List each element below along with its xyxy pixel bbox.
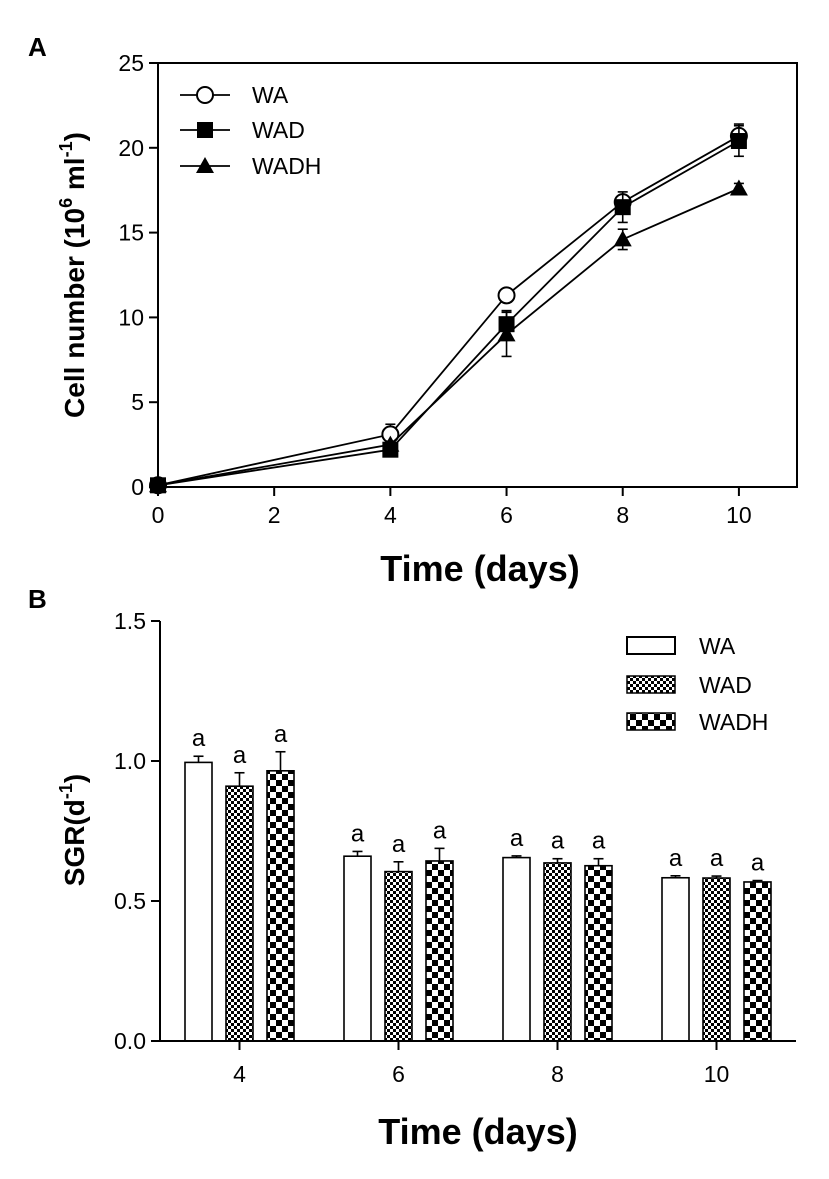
bar-wadh bbox=[266, 769, 295, 1042]
legend-entry-wa: WA bbox=[180, 82, 289, 108]
circle-marker-icon bbox=[196, 86, 214, 104]
y-tick-label: 0 bbox=[131, 474, 144, 500]
x-tick-label: 10 bbox=[704, 1061, 730, 1087]
panel-a-x-axis-title: Time (days) bbox=[380, 548, 579, 589]
significance-label: a bbox=[751, 850, 765, 877]
legend-entry-wadh: WADH bbox=[626, 709, 768, 735]
significance-label: a bbox=[192, 725, 206, 752]
y-tick-label: 15 bbox=[118, 220, 144, 246]
legend-label-wa: WA bbox=[252, 82, 289, 108]
x-tick-label: 0 bbox=[152, 502, 165, 528]
panel-b-x-axis: 4 6 8 10 bbox=[233, 1041, 729, 1087]
bar-wadh bbox=[584, 864, 613, 1042]
x-tick-label: 8 bbox=[616, 502, 629, 528]
legend-entry-wadh: WADH bbox=[180, 153, 321, 179]
x-tick-label: 2 bbox=[268, 502, 281, 528]
data-point bbox=[614, 199, 631, 216]
legend-entry-wa: WA bbox=[626, 633, 736, 659]
bar-wad bbox=[384, 870, 413, 1042]
legend-entry-wad: WAD bbox=[626, 672, 752, 698]
legend-label-wadh: WADH bbox=[699, 709, 768, 735]
panel-b-y-axis-title: SGR(d-1) bbox=[56, 774, 90, 886]
significance-label: a bbox=[274, 721, 288, 748]
x-tick-label: 4 bbox=[384, 502, 397, 528]
significance-label: a bbox=[669, 845, 683, 872]
significance-label: a bbox=[433, 817, 447, 844]
legend-label-wa: WA bbox=[699, 633, 736, 659]
panel-b-x-axis-title: Time (days) bbox=[378, 1111, 577, 1152]
series-line bbox=[157, 135, 740, 487]
triangle-marker-icon bbox=[196, 157, 214, 173]
series-wadh bbox=[149, 179, 748, 493]
y-tick-label: 1.0 bbox=[114, 748, 146, 774]
x-tick-label: 6 bbox=[500, 502, 513, 528]
x-tick-label: 8 bbox=[551, 1061, 564, 1087]
panel-a-x-axis: 0 2 4 6 8 10 bbox=[152, 487, 752, 528]
y-tick-label: 0.5 bbox=[114, 888, 146, 914]
significance-label: a bbox=[233, 742, 247, 769]
panel-a-line-chart: A 0 5 10 15 20 25 0 2 4 6 8 10 Cell number (106 ml… bbox=[28, 32, 798, 589]
panel-b-legend: WA WAD WADH bbox=[626, 633, 768, 735]
legend-label-wad: WAD bbox=[252, 117, 305, 143]
bar-wa bbox=[502, 856, 531, 1042]
bar-wadh bbox=[425, 860, 454, 1042]
y-tick-label: 0.0 bbox=[114, 1028, 146, 1054]
panel-a-legend: WA WAD WADH bbox=[180, 82, 321, 179]
data-point bbox=[729, 179, 748, 196]
panel-a-y-axis-title: Cell number (106 ml-1) bbox=[56, 132, 90, 418]
y-tick-label: 1.5 bbox=[114, 608, 146, 634]
significance-label: a bbox=[510, 825, 524, 852]
x-tick-label: 4 bbox=[233, 1061, 246, 1087]
bar-wadh bbox=[743, 881, 772, 1042]
bar-wad bbox=[543, 862, 572, 1042]
bar-wad bbox=[225, 785, 254, 1042]
open-swatch-icon bbox=[626, 636, 676, 655]
panel-a-label: A bbox=[28, 32, 47, 62]
series-line bbox=[157, 140, 740, 487]
y-tick-label: 20 bbox=[118, 135, 144, 161]
legend-label-wadh: WADH bbox=[252, 153, 321, 179]
legend-label-wad: WAD bbox=[699, 672, 752, 698]
y-tick-label: 10 bbox=[118, 304, 144, 330]
square-marker-icon bbox=[197, 122, 213, 138]
y-tick-label: 5 bbox=[131, 389, 144, 415]
y-tick-label: 25 bbox=[118, 50, 144, 76]
bar-wa bbox=[184, 761, 213, 1042]
series-wa bbox=[149, 123, 748, 495]
bar-wa bbox=[661, 876, 690, 1042]
panel-a-plot-frame bbox=[157, 62, 798, 488]
data-point bbox=[497, 286, 516, 305]
data-point bbox=[497, 325, 516, 342]
data-point bbox=[613, 230, 632, 247]
series-wad bbox=[150, 124, 747, 494]
significance-label: a bbox=[351, 820, 365, 847]
data-point bbox=[730, 133, 747, 150]
x-tick-label: 10 bbox=[726, 502, 752, 528]
bar-wa bbox=[343, 855, 372, 1042]
significance-label: a bbox=[592, 828, 606, 855]
panel-a-y-axis: 0 5 10 15 20 25 bbox=[118, 50, 158, 500]
significance-label: a bbox=[710, 845, 724, 872]
bar-wad bbox=[702, 877, 731, 1042]
fine-check-swatch-icon bbox=[626, 675, 676, 694]
significance-label: a bbox=[551, 828, 565, 855]
data-point bbox=[381, 435, 400, 452]
coarse-check-swatch-icon bbox=[626, 712, 676, 731]
x-tick-label: 6 bbox=[392, 1061, 405, 1087]
legend-entry-wad: WAD bbox=[180, 117, 305, 143]
significance-label: a bbox=[392, 831, 406, 858]
panel-a-series bbox=[149, 123, 748, 495]
panel-b-label: B bbox=[28, 584, 47, 614]
series-line bbox=[157, 187, 740, 487]
panel-b-y-axis: 0.0 0.5 1.0 1.5 bbox=[114, 608, 160, 1054]
